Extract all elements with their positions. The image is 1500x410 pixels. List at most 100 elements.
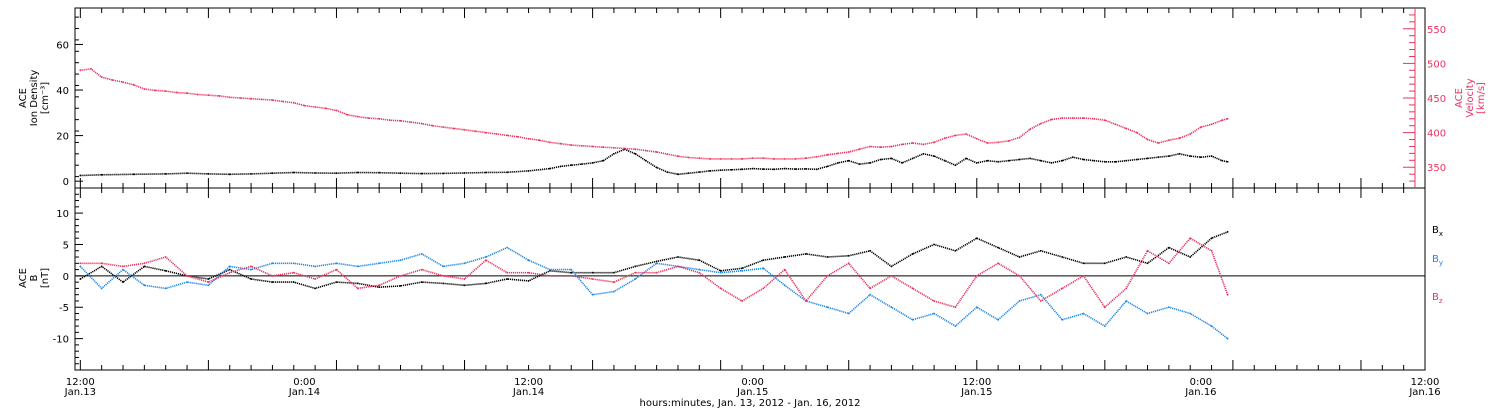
bz-point xyxy=(975,275,978,277)
bx-point xyxy=(1125,256,1128,258)
x-tick-date: Jan.14 xyxy=(512,387,544,398)
density-point xyxy=(751,167,754,170)
density-point xyxy=(805,168,807,170)
density-point xyxy=(356,171,359,174)
bz-point xyxy=(1039,300,1042,302)
bz-point xyxy=(719,287,722,290)
velocity-point xyxy=(314,106,316,108)
by-point xyxy=(100,287,103,290)
bx-point xyxy=(420,281,423,283)
velocity-point xyxy=(1007,140,1010,142)
density-point xyxy=(527,170,530,172)
velocity-point xyxy=(794,158,797,160)
velocity-point xyxy=(175,91,178,94)
by-point xyxy=(356,265,359,268)
legend: Bx By Bz xyxy=(1432,225,1443,305)
velocity-point xyxy=(570,144,573,147)
by-point xyxy=(847,312,850,315)
bx-point xyxy=(1039,249,1042,252)
bx-point xyxy=(634,265,637,268)
density-point xyxy=(1007,159,1010,162)
density-point xyxy=(581,163,583,166)
by-point xyxy=(975,306,978,309)
velocity-point xyxy=(1210,123,1213,126)
bz-point xyxy=(463,278,466,280)
by-point xyxy=(1039,293,1042,296)
velocity-point xyxy=(346,113,348,116)
bz-point xyxy=(1226,293,1229,296)
velocity-point xyxy=(324,107,327,110)
velocity-point xyxy=(623,147,626,150)
velocity-point xyxy=(879,146,882,149)
density-point xyxy=(549,167,551,170)
density-point xyxy=(1157,156,1160,159)
by-point xyxy=(1168,306,1170,309)
bz-point xyxy=(655,271,658,274)
density-point xyxy=(794,168,797,171)
by-point xyxy=(79,265,82,268)
velocity-point xyxy=(719,158,722,160)
velocity-point xyxy=(1050,118,1053,121)
velocity-point xyxy=(1103,119,1106,122)
velocity-point xyxy=(986,142,989,144)
density-point xyxy=(485,171,487,174)
velocity-point xyxy=(442,126,445,128)
bz-point xyxy=(292,271,295,274)
by-point xyxy=(1125,300,1128,302)
velocity-point xyxy=(538,139,541,142)
by-point xyxy=(890,306,893,309)
velocity-point xyxy=(228,96,231,99)
velocity-point xyxy=(890,145,893,148)
velocity-point xyxy=(186,92,189,95)
bx-point xyxy=(143,265,146,268)
density-point xyxy=(1039,159,1042,162)
density-point xyxy=(602,159,605,162)
bz-point xyxy=(826,275,829,277)
density-point xyxy=(986,159,989,162)
velocity-point xyxy=(783,158,786,160)
velocity-point xyxy=(826,153,829,156)
y-tick-label: -10 xyxy=(53,335,69,346)
velocity-point xyxy=(399,119,402,122)
density-point xyxy=(815,168,818,171)
density-point xyxy=(1018,158,1021,161)
density-point xyxy=(655,166,658,169)
density-point xyxy=(442,172,445,175)
density-point xyxy=(911,157,914,160)
density-point xyxy=(335,172,338,175)
bz-point xyxy=(1210,249,1213,252)
velocity-point xyxy=(388,119,391,122)
velocity-point xyxy=(1125,127,1128,130)
y2-axis-label-line: [km/s] xyxy=(1476,82,1487,114)
density-point xyxy=(1082,158,1085,161)
density-point xyxy=(687,172,690,175)
y-tick-label: 20 xyxy=(56,132,69,143)
bz-point xyxy=(442,275,445,277)
density-point xyxy=(1178,152,1181,155)
density-point xyxy=(965,157,967,160)
bz-point xyxy=(933,300,935,302)
velocity-point xyxy=(143,88,146,90)
density-point xyxy=(613,152,615,155)
density-point xyxy=(1221,159,1224,162)
by-point xyxy=(335,262,338,265)
bx-point xyxy=(164,269,167,272)
bz-series xyxy=(80,237,1229,309)
velocity-point xyxy=(485,131,487,134)
velocity-point xyxy=(581,144,583,147)
bx-point xyxy=(826,256,829,258)
y-axis-label-line: [nT] xyxy=(40,268,51,288)
x-axis: 12:00Jan.130:00Jan.1412:00Jan.140:00Jan.… xyxy=(64,8,1441,398)
density-point xyxy=(1071,156,1074,159)
density-point xyxy=(1093,159,1096,162)
velocity-point xyxy=(943,137,946,140)
bz-point xyxy=(911,287,914,290)
by-point xyxy=(314,265,316,268)
by-point xyxy=(698,268,701,271)
velocity-point xyxy=(709,158,711,160)
x-tick-date: Jan.13 xyxy=(64,387,96,398)
by-point xyxy=(420,253,423,255)
density-point xyxy=(399,172,402,175)
by-point xyxy=(143,284,146,287)
velocity-point xyxy=(100,76,103,79)
